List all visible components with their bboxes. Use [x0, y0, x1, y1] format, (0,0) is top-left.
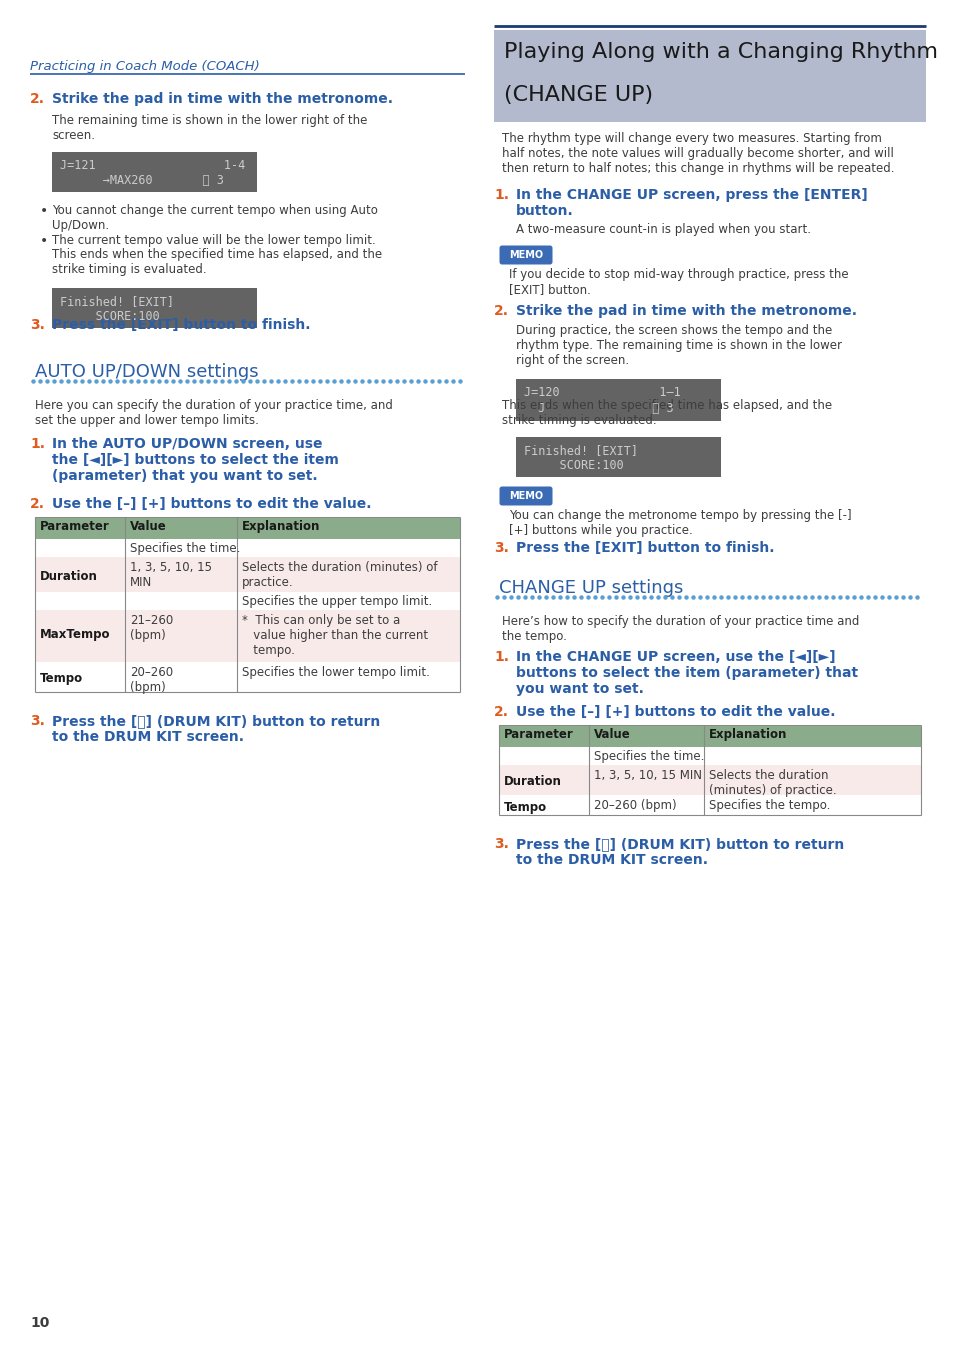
- Text: 20–260 (bpm): 20–260 (bpm): [594, 799, 676, 811]
- Text: Selects the duration (minutes) of
practice.: Selects the duration (minutes) of practi…: [242, 561, 437, 589]
- Bar: [35, 611, 459, 662]
- Text: The rhythm type will change every two measures. Starting from
half notes, the no: The rhythm type will change every two me…: [501, 132, 894, 175]
- Text: The current tempo value will be the lower tempo limit.: The current tempo value will be the lowe…: [52, 235, 375, 247]
- Text: Selects the duration
(minutes) of practice.: Selects the duration (minutes) of practi…: [708, 768, 836, 797]
- Text: 1.: 1.: [30, 437, 45, 452]
- Bar: [52, 152, 256, 191]
- Bar: [494, 30, 925, 123]
- Text: Parameter: Parameter: [503, 728, 573, 741]
- Text: Explanation: Explanation: [708, 728, 786, 741]
- Text: 3.: 3.: [494, 837, 508, 851]
- Text: Finished! [EXIT]: Finished! [EXIT]: [60, 295, 173, 307]
- Text: Finished! [EXIT]: Finished! [EXIT]: [523, 443, 638, 457]
- Text: If you decide to stop mid-way through practice, press the
[EXIT] button.: If you decide to stop mid-way through pr…: [509, 268, 848, 297]
- Text: Press the [␷] (DRUM KIT) button to return
to the DRUM KIT screen.: Press the [␷] (DRUM KIT) button to retur…: [52, 714, 380, 744]
- Text: Here you can specify the duration of your practice time, and
set the upper and l: Here you can specify the duration of you…: [35, 399, 393, 427]
- Text: Specifies the lower tempo limit.: Specifies the lower tempo limit.: [242, 666, 430, 679]
- Text: Parameter: Parameter: [40, 520, 110, 532]
- Bar: [498, 795, 920, 816]
- Text: During practice, the screen shows the tempo and the
rhythm type. The remaining t: During practice, the screen shows the te…: [516, 324, 841, 367]
- Text: J=120              1–1: J=120 1–1: [523, 386, 680, 399]
- Text: Here’s how to specify the duration of your practice time and
the tempo.: Here’s how to specify the duration of yo…: [501, 615, 859, 643]
- Text: Press the [EXIT] button to finish.: Press the [EXIT] button to finish.: [52, 318, 310, 332]
- Text: Strike the pad in time with the metronome.: Strike the pad in time with the metronom…: [52, 92, 393, 106]
- Text: This ends when the specified time has elapsed, and the
strike timing is evaluate: This ends when the specified time has el…: [501, 399, 831, 427]
- Text: Tempo: Tempo: [40, 673, 83, 685]
- Text: *  This can only be set to a
   value higher than the current
   tempo.: * This can only be set to a value higher…: [242, 613, 428, 656]
- Bar: [35, 557, 459, 592]
- Text: 21–260
(bpm): 21–260 (bpm): [130, 613, 173, 642]
- Text: 20–260
(bpm): 20–260 (bpm): [130, 666, 172, 694]
- Text: AUTO UP/DOWN settings: AUTO UP/DOWN settings: [35, 363, 258, 381]
- Text: Use the [–] [+] buttons to edit the value.: Use the [–] [+] buttons to edit the valu…: [516, 705, 835, 718]
- Bar: [498, 725, 920, 747]
- Bar: [35, 592, 459, 611]
- Bar: [498, 766, 920, 795]
- Text: In the CHANGE UP screen, press the [ENTER]
button.: In the CHANGE UP screen, press the [ENTE…: [516, 187, 867, 218]
- Text: In the CHANGE UP screen, use the [◄][►]
buttons to select the item (parameter) t: In the CHANGE UP screen, use the [◄][►] …: [516, 650, 858, 697]
- Text: 2.: 2.: [30, 497, 45, 511]
- Text: SCORE:100: SCORE:100: [60, 310, 159, 324]
- Text: •: •: [40, 204, 49, 218]
- Text: A two-measure count-in is played when you start.: A two-measure count-in is played when yo…: [516, 222, 810, 236]
- Bar: [35, 662, 459, 692]
- Bar: [516, 379, 720, 421]
- Text: 10: 10: [30, 1316, 50, 1330]
- Text: 3.: 3.: [30, 714, 45, 728]
- Text: You cannot change the current tempo when using Auto
Up/Down.: You cannot change the current tempo when…: [52, 204, 377, 232]
- Text: MaxTempo: MaxTempo: [40, 628, 111, 642]
- Text: MEMO: MEMO: [508, 249, 542, 260]
- Text: 3.: 3.: [30, 318, 45, 332]
- Text: In the AUTO UP/DOWN screen, use
the [◄][►] buttons to select the item
(parameter: In the AUTO UP/DOWN screen, use the [◄][…: [52, 437, 338, 484]
- Text: MEMO: MEMO: [508, 491, 542, 501]
- Text: 1.: 1.: [494, 187, 509, 202]
- Text: Specifies the upper tempo limit.: Specifies the upper tempo limit.: [242, 594, 432, 608]
- Text: 1.: 1.: [494, 650, 509, 665]
- Text: Specifies the tempo.: Specifies the tempo.: [708, 799, 829, 811]
- Text: Duration: Duration: [40, 569, 98, 582]
- Text: 1, 3, 5, 10, 15 MIN: 1, 3, 5, 10, 15 MIN: [594, 768, 701, 782]
- Text: Practicing in Coach Mode (COACH): Practicing in Coach Mode (COACH): [30, 61, 259, 73]
- FancyBboxPatch shape: [499, 487, 552, 506]
- Text: This ends when the specified time has elapsed, and the
strike timing is evaluate: This ends when the specified time has el…: [52, 248, 382, 276]
- Text: 1, 3, 5, 10, 15
MIN: 1, 3, 5, 10, 15 MIN: [130, 561, 212, 589]
- Text: Tempo: Tempo: [503, 801, 547, 814]
- Text: Explanation: Explanation: [242, 520, 320, 532]
- Bar: [35, 518, 459, 539]
- Text: Press the [␷] (DRUM KIT) button to return
to the DRUM KIT screen.: Press the [␷] (DRUM KIT) button to retur…: [516, 837, 843, 867]
- Text: Use the [–] [+] buttons to edit the value.: Use the [–] [+] buttons to edit the valu…: [52, 497, 371, 511]
- Text: 2.: 2.: [494, 305, 509, 318]
- Text: SCORE:100: SCORE:100: [523, 460, 623, 472]
- Text: Specifies the time.: Specifies the time.: [130, 542, 240, 555]
- Text: Specifies the time.: Specifies the time.: [594, 749, 703, 763]
- FancyBboxPatch shape: [499, 245, 552, 264]
- Text: •: •: [40, 235, 49, 248]
- Text: Playing Along with a Changing Rhythm: Playing Along with a Changing Rhythm: [503, 42, 937, 62]
- Text: J=121                  1-4: J=121 1-4: [60, 159, 245, 173]
- Text: Press the [EXIT] button to finish.: Press the [EXIT] button to finish.: [516, 541, 774, 555]
- Text: (CHANGE UP): (CHANGE UP): [503, 85, 653, 105]
- Text: 2.: 2.: [494, 705, 509, 718]
- Bar: [516, 437, 720, 477]
- Text: The remaining time is shown in the lower right of the
screen.: The remaining time is shown in the lower…: [52, 115, 367, 142]
- Text: 2.: 2.: [30, 92, 45, 106]
- Text: You can change the metronome tempo by pressing the [-]
[+] buttons while you pra: You can change the metronome tempo by pr…: [509, 510, 851, 537]
- Text: Duration: Duration: [503, 775, 561, 789]
- Bar: [35, 539, 459, 557]
- Bar: [52, 288, 256, 328]
- Text: →MAX260       ␷ 3: →MAX260 ␷ 3: [60, 174, 224, 187]
- Text: 3.: 3.: [494, 541, 508, 555]
- Bar: [498, 747, 920, 766]
- Text: Value: Value: [130, 520, 167, 532]
- Text: CHANGE UP settings: CHANGE UP settings: [498, 580, 682, 597]
- Text: Strike the pad in time with the metronome.: Strike the pad in time with the metronom…: [516, 305, 856, 318]
- Text: Value: Value: [594, 728, 630, 741]
- Text: J               ␷ 3: J ␷ 3: [523, 402, 673, 415]
